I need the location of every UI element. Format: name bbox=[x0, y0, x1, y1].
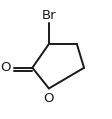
Text: O: O bbox=[43, 92, 54, 105]
Text: O: O bbox=[0, 61, 11, 74]
Text: Br: Br bbox=[41, 9, 56, 22]
